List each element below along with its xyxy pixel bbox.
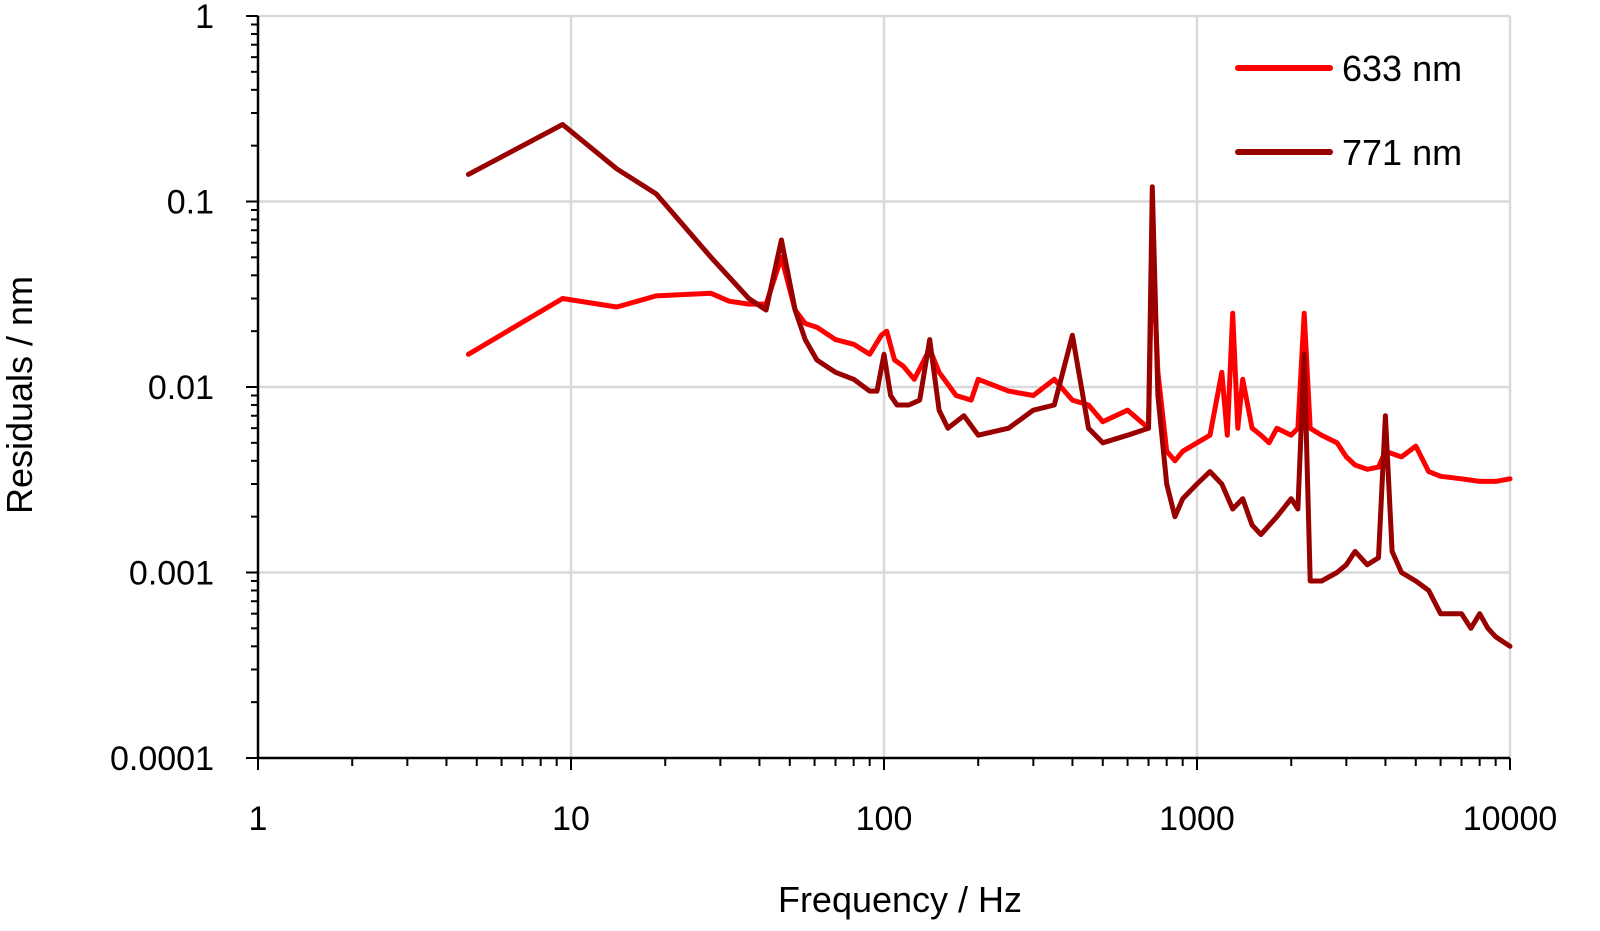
y-tick-label: 0.001 <box>129 555 214 593</box>
y-tick-label: 0.1 <box>167 184 214 222</box>
tick-labels: 1 10 100 1000 10000 0.0001 0.001 0.01 0.1 1 <box>110 0 1557 838</box>
series-group <box>465 122 1513 649</box>
y-tick-label: 1 <box>195 0 214 36</box>
x-tick-label: 10000 <box>1463 800 1558 838</box>
axes <box>246 15 1511 770</box>
series-line-2 <box>465 122 1513 649</box>
legend-label-2: 771 nm <box>1342 132 1462 173</box>
x-tick-label: 10 <box>552 800 590 838</box>
y-tick-label: 0.0001 <box>110 740 214 778</box>
x-tick-label: 1000 <box>1159 800 1235 838</box>
x-tick-label: 100 <box>856 800 913 838</box>
x-axis-title: Frequency / Hz <box>778 879 1022 920</box>
legend-label-1: 633 nm <box>1342 48 1462 89</box>
y-tick-label: 0.01 <box>148 369 214 407</box>
y-axis-title: Residuals / nm <box>0 276 40 514</box>
x-tick-label: 1 <box>249 800 268 838</box>
legend: 633 nm 771 nm <box>1235 48 1462 173</box>
